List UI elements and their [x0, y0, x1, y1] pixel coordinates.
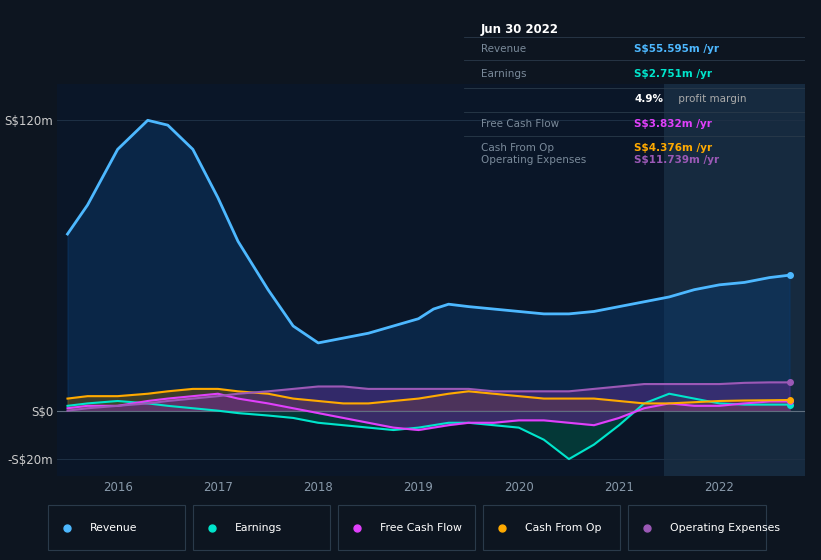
Text: profit margin: profit margin: [675, 94, 746, 104]
Bar: [664, 84, 805, 476]
Text: S$11.739m /yr: S$11.739m /yr: [635, 156, 719, 166]
Text: Revenue: Revenue: [89, 522, 137, 533]
Text: Free Cash Flow: Free Cash Flow: [379, 522, 461, 533]
Text: S$55.595m /yr: S$55.595m /yr: [635, 44, 719, 54]
Text: Operating Expenses: Operating Expenses: [670, 522, 780, 533]
Text: Earnings: Earnings: [481, 69, 526, 79]
Text: Free Cash Flow: Free Cash Flow: [481, 119, 559, 129]
Text: Earnings: Earnings: [235, 522, 282, 533]
Text: S$4.376m /yr: S$4.376m /yr: [635, 143, 713, 153]
Text: Revenue: Revenue: [481, 44, 526, 54]
Text: Cash From Op: Cash From Op: [481, 143, 554, 153]
Text: Operating Expenses: Operating Expenses: [481, 156, 586, 166]
Text: Cash From Op: Cash From Op: [525, 522, 601, 533]
Text: S$2.751m /yr: S$2.751m /yr: [635, 69, 713, 79]
Text: 4.9%: 4.9%: [635, 94, 663, 104]
Text: Jun 30 2022: Jun 30 2022: [481, 22, 559, 36]
Text: S$3.832m /yr: S$3.832m /yr: [635, 119, 712, 129]
